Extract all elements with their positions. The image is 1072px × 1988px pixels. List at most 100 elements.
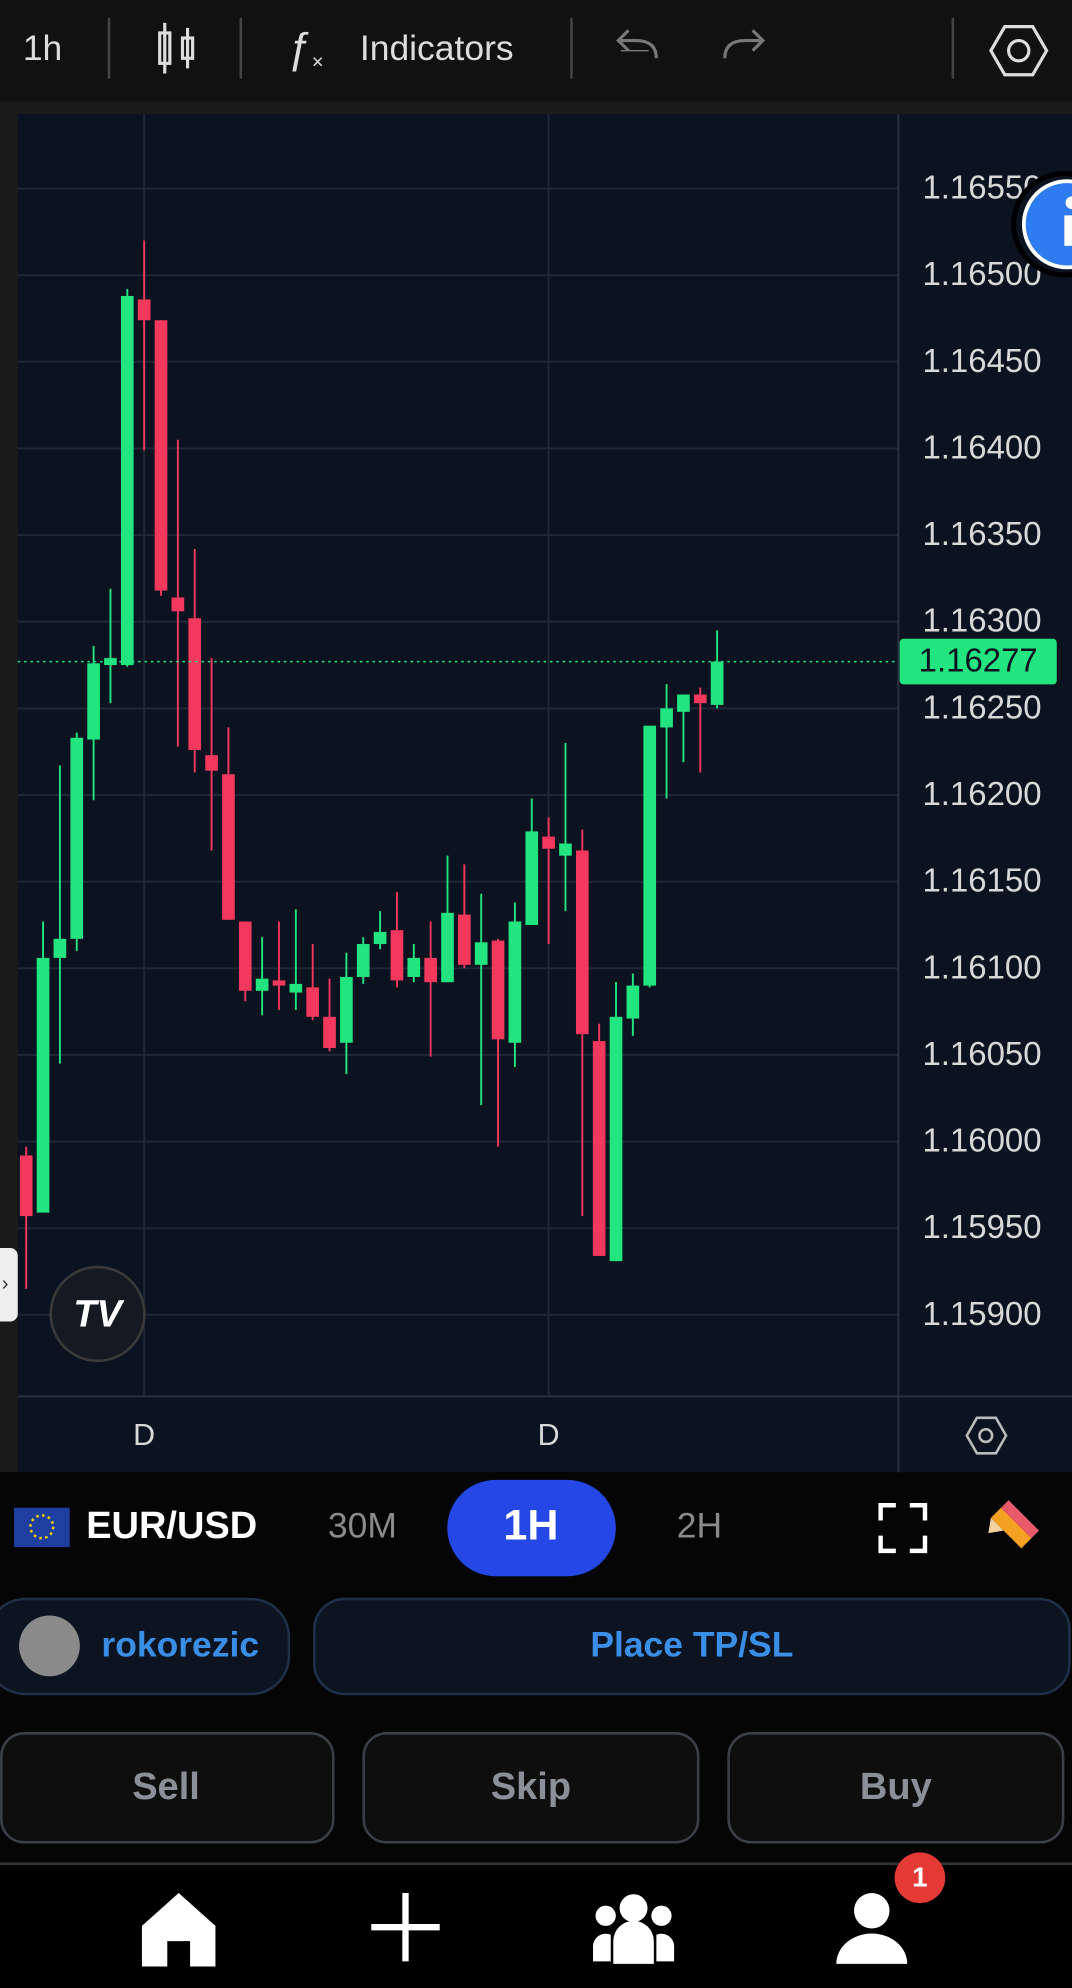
candle-body: [154, 320, 168, 591]
candle-body: [289, 983, 303, 993]
avatar: [19, 1615, 80, 1677]
tp-sl-label[interactable]: Place TP/SL: [590, 1625, 793, 1665]
separators: [107, 17, 955, 79]
fullscreen-icon[interactable]: [878, 1503, 928, 1554]
candle-body: [508, 921, 522, 1043]
candle-body: [53, 938, 67, 958]
y-tick-label: 1.16500: [922, 255, 1041, 292]
candle-body: [660, 708, 673, 728]
candle-body: [356, 944, 370, 977]
accessibility-button[interactable]: [1011, 171, 1072, 278]
fx-icon[interactable]: ƒ: [286, 24, 310, 72]
x-tick-label: D: [133, 1418, 155, 1452]
x-tick-label: D: [538, 1418, 560, 1452]
svg-text:›: ›: [2, 1273, 9, 1295]
candle-body: [609, 1016, 623, 1262]
candle-body: [104, 658, 117, 666]
y-tick-label: 1.16350: [922, 515, 1041, 552]
y-tick-label: 1.16200: [922, 775, 1041, 812]
candle-body: [171, 597, 185, 612]
pencil-icon[interactable]: [988, 1500, 1040, 1549]
symbol[interactable]: EUR/USD: [86, 1505, 257, 1547]
settings-icon[interactable]: [989, 25, 1049, 77]
y-tick-label: 1.16000: [922, 1122, 1041, 1159]
flag-eu: [13, 1507, 70, 1548]
chart-bg: [17, 114, 1072, 1473]
y-tick-label: 1.16300: [922, 602, 1041, 639]
candle-body: [693, 694, 707, 704]
chart: 1.165501.165001.164501.164001.163501.163…: [17, 114, 1072, 1473]
user-pill[interactable]: [0, 1597, 291, 1696]
indicators-button[interactable]: Indicators: [360, 28, 514, 68]
y-tick-label: 1.16400: [922, 428, 1041, 465]
candle-body: [137, 299, 151, 321]
redo-icon[interactable]: [723, 29, 766, 59]
candle-body: [238, 921, 252, 991]
candle-body: [373, 931, 387, 945]
fx-icon-sub: ×: [312, 52, 324, 74]
candle-body: [575, 850, 589, 1035]
svg-text:TV: TV: [73, 1294, 124, 1336]
last-price-tag: [899, 638, 1057, 685]
candle-body: [36, 957, 50, 1213]
candle-body: [542, 836, 555, 849]
candle-body: [120, 295, 134, 666]
timeframe-active[interactable]: [447, 1479, 616, 1577]
candle-body: [677, 694, 690, 712]
nav-profile[interactable]: [836, 1892, 908, 1964]
username[interactable]: rokorezic: [101, 1625, 259, 1665]
undo-icon[interactable]: [616, 29, 658, 59]
candle-body: [222, 774, 235, 920]
chart-type-icon[interactable]: [158, 22, 195, 74]
nav-add[interactable]: [371, 1892, 440, 1962]
candle-body: [306, 987, 320, 1017]
nav-community[interactable]: [593, 1894, 675, 1964]
candle-body: [340, 976, 353, 1043]
candle-body: [643, 725, 657, 986]
tp-sl-button[interactable]: [312, 1597, 1071, 1696]
interval[interactable]: 1h: [23, 28, 62, 68]
timeframe[interactable]: 1H: [503, 1501, 558, 1549]
candle-body: [19, 1155, 33, 1217]
candle-body: [255, 978, 269, 991]
toolbar: [0, 0, 1072, 102]
candle-body: [390, 930, 404, 981]
candle-body: [441, 912, 454, 983]
timeframe[interactable]: 30M: [328, 1505, 397, 1545]
sell-button[interactable]: Sell: [132, 1766, 200, 1808]
candle-body: [474, 942, 488, 965]
candle-body: [559, 843, 572, 856]
y-tick-label: 1.16450: [922, 342, 1041, 379]
candle-body: [710, 661, 724, 705]
candle-body: [592, 1041, 606, 1256]
y-tick-label: 1.16150: [922, 862, 1041, 899]
timeframe[interactable]: 2H: [677, 1505, 722, 1545]
candle-body: [323, 1016, 336, 1049]
candle-body: [205, 755, 218, 771]
candle-body: [525, 831, 539, 925]
candle-body: [626, 985, 640, 1019]
candle-body: [70, 737, 84, 939]
badge-count: 1: [912, 1861, 928, 1892]
tv-logo[interactable]: TV: [49, 1265, 146, 1363]
y-tick-label: 1.15900: [922, 1295, 1041, 1332]
axis-settings[interactable]: [965, 1416, 1008, 1455]
y-tick-label: 1.16100: [922, 948, 1041, 985]
action-buttons[interactable]: [0, 1732, 1065, 1844]
candle-body: [272, 980, 286, 986]
y-tick-label: 1.16050: [922, 1035, 1041, 1072]
panel-toggle[interactable]: ›: [0, 1248, 18, 1322]
last-price-label: 1.16277: [919, 642, 1038, 679]
candle-body: [188, 618, 202, 750]
skip-button[interactable]: Skip: [491, 1766, 571, 1808]
buy-button[interactable]: Buy: [860, 1766, 932, 1808]
candle-body: [458, 914, 471, 965]
badge: [894, 1852, 946, 1904]
y-tick-label: 1.15950: [922, 1208, 1041, 1245]
candle-body: [491, 940, 505, 1040]
nav-home[interactable]: [141, 1892, 216, 1967]
candle-body: [407, 957, 421, 977]
candle-body: [87, 663, 100, 740]
